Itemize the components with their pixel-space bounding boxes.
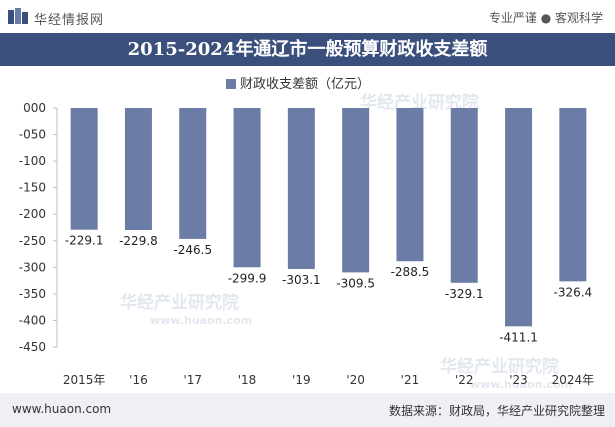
data-label: -329.1	[445, 287, 484, 301]
y-tick-label: 000	[23, 101, 46, 115]
watermark-url: www.huaon.com	[150, 314, 252, 327]
y-tick-label: -300	[19, 260, 46, 274]
chart-title: 2015-2024年通辽市一般预算财政收支差额	[127, 39, 488, 60]
bar	[450, 108, 478, 283]
y-tick-label: -400	[19, 313, 46, 327]
y-tick-label: -200	[19, 207, 46, 221]
footer-source: 数据来源：财政局，华经产业研究院整理	[388, 404, 605, 418]
y-tick-label: -250	[19, 234, 46, 248]
x-tick-label: '21	[401, 373, 420, 387]
top-header: 华经情报网 专业严谨 ● 客观科学	[0, 0, 615, 33]
x-tick-label: '20	[346, 373, 365, 387]
bar	[342, 108, 370, 273]
x-tick-label: '23	[509, 373, 528, 387]
brand-name: 华经情报网	[34, 13, 105, 28]
bar-chart: 华经产业研究院 华经产业研究院 www.huaon.com 华经产业研究院 ww…	[19, 92, 594, 391]
footer: www.huaon.com 数据来源：财政局，华经产业研究院整理	[0, 393, 615, 427]
x-axis: 2015年 '16 '17 '18 '19 '20 '21 '22 '23 2024年	[63, 373, 594, 387]
x-tick-label: '19	[292, 373, 311, 387]
y-axis: 000 -050 -100 -150 -200 -250 -300 -350 -400 -450	[19, 101, 57, 354]
tagline: 专业严谨 ● 客观科学	[488, 11, 603, 25]
data-label: -326.4	[554, 285, 593, 299]
data-labels: -229.1 -229.8 -246.5 -299.9 -303.1 -309.5 -288…	[65, 234, 592, 345]
bar	[287, 108, 315, 269]
data-label: -303.1	[282, 273, 321, 287]
bar	[233, 108, 261, 268]
bars	[70, 108, 587, 327]
bar	[70, 108, 98, 230]
x-tick-label: '17	[183, 373, 202, 387]
y-tick-label: -450	[19, 340, 46, 354]
x-tick-label: 2024年	[552, 373, 595, 387]
watermark-text: 华经产业研究院	[440, 356, 559, 377]
data-label: -288.5	[391, 265, 430, 279]
legend-swatch	[226, 79, 236, 89]
title-bar: 2015-2024年通辽市一般预算财政收支差额	[0, 33, 615, 66]
x-tick-label: '22	[455, 373, 474, 387]
data-label: -246.5	[173, 243, 212, 257]
footer-website: www.huaon.com	[12, 402, 112, 416]
bar	[505, 108, 533, 327]
chart-legend: 财政收支差额（亿元）	[226, 73, 371, 92]
y-tick-label: -100	[19, 154, 46, 168]
watermarks: 华经产业研究院 华经产业研究院 www.huaon.com 华经产业研究院 ww…	[120, 92, 572, 391]
legend-label: 财政收支差额（亿元）	[240, 77, 371, 92]
x-tick-label: '16	[129, 373, 148, 387]
bar	[124, 108, 152, 231]
data-label: -229.8	[119, 234, 158, 248]
y-tick-label: -050	[19, 128, 46, 142]
data-label: -299.9	[228, 271, 267, 285]
x-tick-label: 2015年	[63, 373, 106, 387]
bar	[179, 108, 207, 239]
data-label: -411.1	[499, 330, 538, 344]
watermark-url: www.huaon.com	[470, 378, 572, 391]
data-label: -229.1	[65, 234, 104, 248]
bar	[396, 108, 424, 262]
y-tick-label: -350	[19, 287, 46, 301]
y-tick-label: -150	[19, 181, 46, 195]
bar	[559, 108, 587, 282]
x-tick-label: '18	[238, 373, 257, 387]
watermark-text: 华经产业研究院	[360, 92, 479, 113]
huajing-logo-icon	[8, 8, 28, 24]
data-label: -309.5	[336, 276, 375, 290]
watermark-text: 华经产业研究院	[120, 292, 239, 313]
